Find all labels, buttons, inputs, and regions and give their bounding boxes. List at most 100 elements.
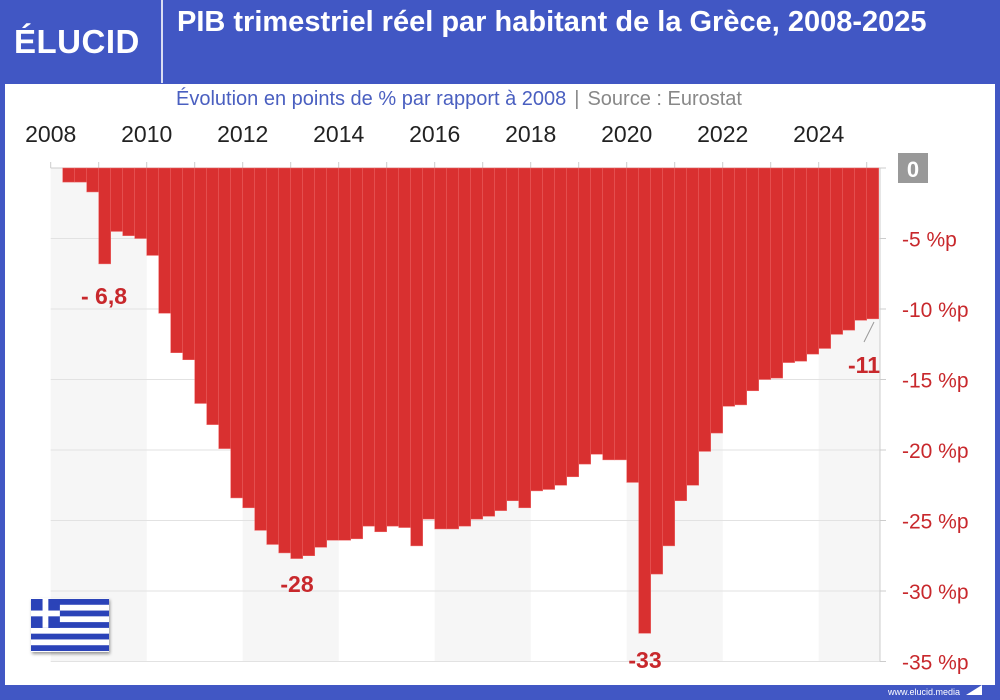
bar-2023-Q2 [782, 167, 795, 363]
bar-2011-Q1 [194, 167, 207, 404]
y-tick-label: -5 %p [902, 229, 957, 252]
y-tick-label: -25 %p [902, 511, 969, 534]
bar-2024-Q4 [854, 167, 867, 321]
greece-flag-icon [31, 599, 109, 651]
bar-2015-Q4 [422, 167, 435, 520]
y-tick-label: -15 %p [902, 370, 969, 393]
bar-2020-Q4 [662, 167, 675, 547]
data-label: -28 [280, 571, 313, 597]
y-tick-label: -35 %p [902, 652, 969, 675]
y-tick-label: -10 %p [902, 299, 969, 322]
bar-2013-Q2 [302, 167, 315, 556]
bar-2016-Q2 [446, 167, 459, 530]
bar-2018-Q1 [530, 167, 543, 492]
bar-2009-Q4 [134, 167, 147, 239]
bar-2015-Q2 [398, 167, 411, 528]
bar-2024-Q1 [818, 167, 831, 349]
bar-2010-Q4 [182, 167, 195, 361]
bar-2023-Q3 [794, 167, 807, 362]
chart-title: PIB trimestriel réel par habitant de la … [177, 6, 927, 38]
bar-2013-Q1 [290, 167, 303, 559]
annotation-leader-line [863, 321, 875, 343]
bar-2023-Q4 [806, 167, 819, 355]
bar-2022-Q3 [746, 167, 759, 392]
footer-url[interactable]: www.elucid.media [887, 687, 960, 697]
bar-2008-Q3 [74, 167, 87, 183]
bar-2019-Q3 [602, 167, 615, 461]
bar-2022-Q1 [722, 167, 735, 407]
bar-2018-Q3 [554, 167, 567, 486]
bar-2021-Q1 [674, 167, 687, 502]
data-label: - 6,8 [81, 283, 127, 309]
bar-2011-Q2 [206, 167, 219, 425]
bar-2013-Q3 [314, 167, 327, 548]
bar-2009-Q1 [98, 167, 111, 265]
bar-2013-Q4 [326, 167, 339, 541]
bar-2022-Q2 [734, 167, 747, 406]
bar-2020-Q2 [638, 167, 651, 634]
bar-2012-Q3 [266, 167, 279, 545]
bar-2017-Q3 [506, 167, 519, 502]
bar-2018-Q4 [566, 167, 579, 478]
bar-2022-Q4 [758, 167, 771, 380]
data-label: -33 [628, 647, 661, 673]
bar-2011-Q3 [218, 167, 231, 449]
bar-2014-Q2 [350, 167, 363, 540]
bar-2023-Q1 [770, 167, 783, 379]
bar-2016-Q4 [470, 167, 483, 520]
header-divider [161, 0, 163, 83]
bar-2021-Q2 [686, 167, 699, 486]
x-tick-label: 2012 [217, 121, 268, 147]
elucid-mark-icon [966, 685, 982, 695]
bar-2009-Q3 [122, 167, 135, 236]
bar-2009-Q2 [110, 167, 123, 232]
bar-2014-Q4 [374, 167, 387, 533]
bar-2016-Q3 [458, 167, 471, 527]
x-tick-label: 2022 [697, 121, 748, 147]
x-tick-label: 2014 [313, 121, 364, 147]
bar-2008-Q4 [86, 167, 99, 193]
bar-2019-Q2 [590, 167, 603, 455]
bar-2015-Q3 [410, 167, 423, 547]
x-tick-label: 2010 [121, 121, 172, 147]
bar-2012-Q1 [242, 167, 255, 509]
bar-2021-Q4 [710, 167, 723, 434]
bar-2012-Q4 [278, 167, 291, 554]
y-tick-label: -30 %p [902, 581, 969, 604]
bar-2010-Q3 [170, 167, 183, 353]
bar-2014-Q3 [362, 167, 375, 527]
bar-2020-Q3 [650, 167, 663, 575]
x-tick-label: 2018 [505, 121, 556, 147]
subtitle-separator: | [574, 88, 580, 110]
y-tick-label: 0 [907, 157, 919, 182]
bar-2010-Q2 [158, 167, 171, 314]
bar-2017-Q4 [518, 167, 531, 509]
x-tick-label: 2024 [793, 121, 844, 147]
bar-2010-Q1 [146, 167, 159, 256]
bar-2024-Q2 [830, 167, 843, 335]
bar-2012-Q2 [254, 167, 267, 531]
bar-2015-Q1 [386, 167, 399, 527]
bar-2008-Q2 [62, 167, 75, 183]
bar-2025-Q1 [866, 167, 879, 320]
bar-2021-Q3 [698, 167, 711, 452]
bar-2016-Q1 [434, 167, 447, 530]
x-tick-label: 2016 [409, 121, 460, 147]
bar-2019-Q1 [578, 167, 591, 465]
bar-2024-Q3 [842, 167, 855, 331]
x-tick-label: 2008 [25, 121, 76, 147]
x-tick-label: 2020 [601, 121, 652, 147]
zero-label-box [898, 153, 928, 183]
bar-2014-Q1 [338, 167, 351, 541]
bar-2017-Q1 [482, 167, 495, 517]
subtitle-text: Évolution en points de % par rapport à 2… [176, 88, 567, 110]
bar-2018-Q2 [542, 167, 555, 490]
y-tick-label: -20 %p [902, 440, 969, 463]
elucid-logo: ÉLUCID [14, 23, 140, 60]
bar-2019-Q4 [614, 167, 627, 461]
chart-subtitle: Évolution en points de % par rapport à 2… [176, 88, 742, 111]
bar-2017-Q2 [494, 167, 507, 511]
source-text: Source : Eurostat [587, 88, 742, 110]
bar-2011-Q4 [230, 167, 243, 499]
